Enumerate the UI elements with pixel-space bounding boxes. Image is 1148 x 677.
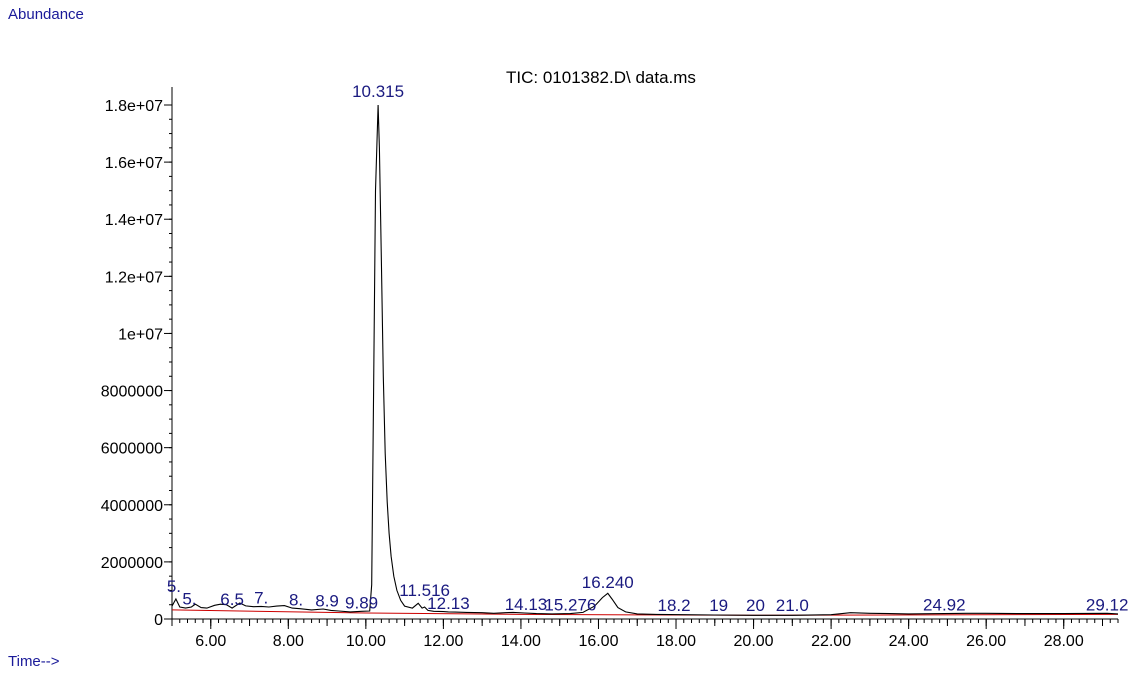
peak-label: 21.0 <box>776 596 809 615</box>
y-tick-label: 0 <box>154 612 163 629</box>
peak-label: 18.2 <box>658 596 691 615</box>
peak-label: 11.516 <box>399 581 450 600</box>
peak-label: 9.89 <box>345 593 378 612</box>
y-tick-label: 1.6e+07 <box>105 155 163 172</box>
x-tick-label: 18.00 <box>656 633 696 650</box>
peak-label: 29.12 <box>1086 595 1129 614</box>
x-axis-title: Time--> <box>8 653 60 670</box>
peak-labels: 10.315 16.240 11.516 5.5. 6.5 7. 8. 8.9 9.89 12.1… <box>167 82 1129 615</box>
peak-label: 14.13 <box>505 595 548 614</box>
x-tick-label: 16.00 <box>578 633 618 650</box>
tic-series <box>171 104 1119 616</box>
peak-label: 20 <box>746 596 765 615</box>
y-tick-label: 1.4e+07 <box>105 212 163 229</box>
series-layer <box>171 104 1119 616</box>
peak-label: 5. <box>167 577 181 596</box>
peak-label: 16.240 <box>582 573 634 592</box>
y-tick-label: 1.8e+07 <box>105 98 163 115</box>
peak-label: 5. <box>182 589 196 608</box>
peak-label: 24.92 <box>923 596 966 615</box>
peak-label: 12.13 <box>427 594 470 613</box>
x-tick-label: 26.00 <box>966 633 1006 650</box>
peak-label: 8. <box>289 590 303 609</box>
peak-label: 7. <box>254 588 268 607</box>
peak-label: 19 <box>709 596 728 615</box>
axes: 0 2000000 4000000 6000000 8000000 1e+07 1.2e+0… <box>101 87 1119 650</box>
peak-label: 10.315 <box>352 82 404 101</box>
x-tick-label: 8.00 <box>273 633 304 650</box>
x-tick-label: 6.00 <box>195 633 226 650</box>
peak-label: 15.276 <box>544 596 596 615</box>
x-tick-label: 12.00 <box>423 633 463 650</box>
x-tick-label: 22.00 <box>811 633 851 650</box>
baseline-series <box>171 609 1119 616</box>
y-tick-label: 4000000 <box>101 498 163 515</box>
y-tick-label: 2000000 <box>101 555 163 572</box>
x-tick-label: 10.00 <box>346 633 386 650</box>
y-tick-label: 1e+07 <box>118 326 163 343</box>
x-tick-label: 24.00 <box>889 633 929 650</box>
x-tick-label: 14.00 <box>501 633 541 650</box>
peak-label: 6.5 <box>220 590 244 609</box>
peak-label: 8.9 <box>315 592 339 611</box>
y-tick-label: 6000000 <box>101 441 163 458</box>
x-tick-label: 20.00 <box>734 633 774 650</box>
y-tick-label: 8000000 <box>101 384 163 401</box>
y-tick-label: 1.2e+07 <box>105 269 163 286</box>
x-tick-label: 28.00 <box>1044 633 1084 650</box>
y-axis-title: Abundance <box>8 6 84 23</box>
chart-title: TIC: 0101382.D\ data.ms <box>506 68 696 87</box>
